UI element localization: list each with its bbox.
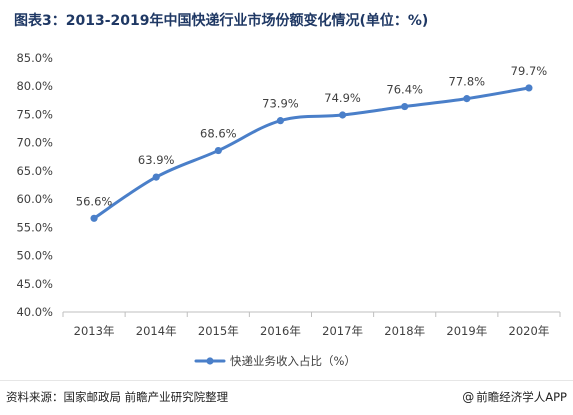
credit: @ 前瞻经济学人APP bbox=[462, 389, 567, 405]
data-point bbox=[276, 117, 285, 125]
y-tick-label: 65.0% bbox=[16, 164, 53, 178]
credit-mark: @ bbox=[462, 390, 475, 404]
data-point bbox=[401, 102, 409, 111]
x-tick-label: 2015年 bbox=[198, 324, 239, 338]
data-point bbox=[463, 95, 471, 103]
data-label: 68.6% bbox=[200, 127, 237, 141]
y-tick-label: 80.0% bbox=[16, 79, 53, 93]
x-tick-label: 2020年 bbox=[509, 324, 550, 338]
x-tick-label: 2016年 bbox=[260, 324, 301, 338]
y-tick-label: 60.0% bbox=[16, 192, 53, 206]
x-tick-label: 2014年 bbox=[136, 324, 177, 338]
y-tick-label: 40.0% bbox=[16, 305, 53, 319]
data-label: 79.7% bbox=[511, 64, 548, 78]
data-label: 77.8% bbox=[449, 75, 486, 89]
x-tick-label: 2017年 bbox=[322, 324, 363, 338]
data-point bbox=[214, 146, 222, 155]
credit-text: 前瞻经济学人APP bbox=[476, 390, 567, 404]
data-point bbox=[525, 84, 533, 92]
legend-label: 快递业务收入占比（%） bbox=[230, 354, 356, 368]
data-point bbox=[338, 111, 347, 119]
y-tick-label: 75.0% bbox=[16, 107, 53, 121]
data-label: 56.6% bbox=[76, 194, 113, 208]
data-point bbox=[152, 173, 160, 181]
x-tick-label: 2013年 bbox=[74, 324, 115, 338]
data-point bbox=[90, 214, 98, 222]
chart-title: 图表3：2013-2019年中国快递行业市场份额变化情况(单位：%) bbox=[14, 13, 429, 29]
y-tick-label: 45.0% bbox=[16, 277, 53, 291]
source-note: 资料来源：国家邮政局 前瞻产业研究院整理 bbox=[6, 390, 229, 404]
line-chart: 40.0% 45.0% 50.0% 55.0% 60.0% 65.0% 70.0% 75.0%… bbox=[16, 51, 561, 368]
y-tick-label: 55.0% bbox=[16, 220, 53, 234]
x-tick-label: 2018年 bbox=[384, 324, 425, 338]
data-label: 73.9% bbox=[262, 97, 299, 111]
legend-marker bbox=[206, 357, 214, 365]
y-tick-label: 50.0% bbox=[16, 249, 53, 263]
x-tick-label: 2019年 bbox=[446, 324, 487, 338]
data-label: 76.4% bbox=[386, 83, 423, 97]
y-tick-label: 70.0% bbox=[16, 136, 53, 150]
y-tick-label: 85.0% bbox=[16, 51, 53, 65]
data-label: 74.9% bbox=[324, 91, 361, 105]
data-label: 63.9% bbox=[138, 153, 175, 167]
footer-divider bbox=[0, 380, 573, 381]
